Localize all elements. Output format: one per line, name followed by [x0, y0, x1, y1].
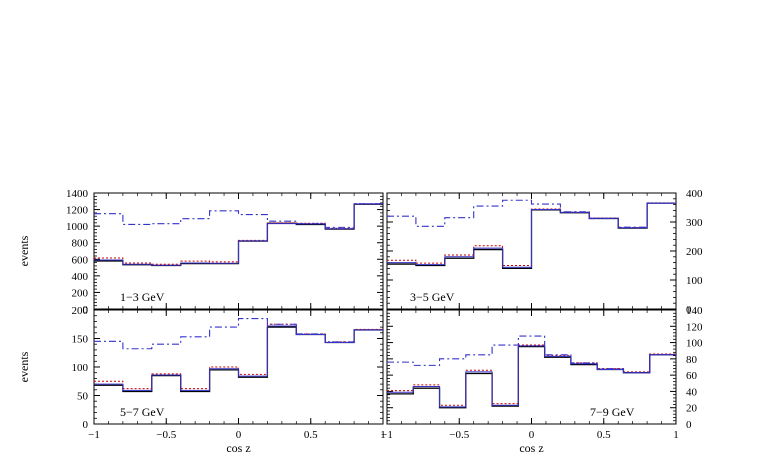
- histogram-no_osc: [387, 199, 676, 228]
- y-tick-label: 800: [72, 238, 89, 250]
- y-tick-label: 150: [72, 334, 89, 346]
- x-tick-label: −1: [381, 429, 393, 441]
- y-tick-label: 200: [72, 287, 89, 299]
- x-tick-label: 1: [380, 429, 386, 441]
- histogram-mc_dotted: [387, 344, 676, 406]
- x-tick-label: 0.5: [597, 429, 611, 441]
- y-tick-label: 1000: [66, 221, 89, 233]
- histogram-mc_solid: [387, 345, 676, 408]
- histogram-data: [387, 345, 676, 409]
- energy-range-label: 1−3 GeV: [120, 290, 165, 304]
- histogram-mc_solid: [387, 202, 676, 268]
- energy-range-label: 7−9 GeV: [590, 405, 635, 419]
- y-tick-label: 1400: [66, 188, 89, 200]
- histogram-no_osc: [94, 318, 383, 350]
- y-tick-label: 100: [686, 275, 703, 287]
- y-axis-title: events: [17, 235, 31, 266]
- y-tick-label: 140: [686, 305, 703, 317]
- y-axis-title: events: [17, 351, 31, 382]
- y-tick-label: 100: [72, 362, 89, 374]
- y-tick-label: 400: [72, 271, 89, 283]
- y-tick-label: 600: [72, 254, 89, 266]
- energy-range-label: 5−7 GeV: [120, 405, 165, 419]
- x-tick-label: 0.5: [304, 429, 318, 441]
- y-tick-label: 120: [686, 321, 703, 333]
- x-axis-title: cos z: [226, 441, 250, 455]
- y-tick-label: 0: [83, 419, 89, 431]
- y-tick-label: 100: [686, 338, 703, 350]
- y-tick-label: 200: [686, 246, 703, 258]
- y-tick-label: 0: [686, 304, 692, 316]
- y-tick-label: 60: [686, 370, 698, 382]
- x-tick-label: 0: [236, 429, 242, 441]
- histogram-mc_solid: [94, 325, 383, 391]
- x-axis-title: cos z: [519, 441, 543, 455]
- y-tick-label: 200: [72, 305, 89, 317]
- energy-range-label: 3−5 GeV: [410, 290, 455, 304]
- y-tick-label: 80: [686, 354, 698, 366]
- histogram-no_osc: [387, 335, 676, 374]
- y-tick-label: 1200: [66, 205, 89, 217]
- histogram-mc_dotted: [94, 323, 383, 390]
- y-tick-label: 300: [686, 217, 703, 229]
- y-tick-label: 400: [686, 188, 703, 200]
- y-tick-label: 50: [77, 391, 89, 403]
- y-tick-label: 40: [686, 386, 698, 398]
- panel-top-right: 0 100 200 300 400 3−5 GeV: [386, 188, 703, 316]
- panel-bottom-left: 0 50 100 150 200 −1 −0.5 0 0.5 1 cos z events 5−7 Ge…: [17, 305, 386, 455]
- x-tick-label: −0.5: [156, 429, 176, 441]
- y-tick-label: 0: [83, 304, 89, 316]
- x-tick-label: 0: [529, 429, 535, 441]
- panel-bottom-right: 0 20 40 60 80 100 120 140 −1 −0.5 0 0.5 1 cos z 7−9 Ge…: [381, 305, 703, 455]
- x-tick-label: 1: [673, 429, 679, 441]
- histogram-mc_solid: [94, 203, 383, 266]
- histogram-no_osc: [94, 203, 383, 228]
- y-tick-label: 0: [686, 419, 692, 431]
- y-tick-label: 20: [686, 403, 698, 415]
- x-tick-label: −1: [88, 429, 100, 441]
- histogram-data: [94, 326, 383, 393]
- x-tick-label: −0.5: [449, 429, 469, 441]
